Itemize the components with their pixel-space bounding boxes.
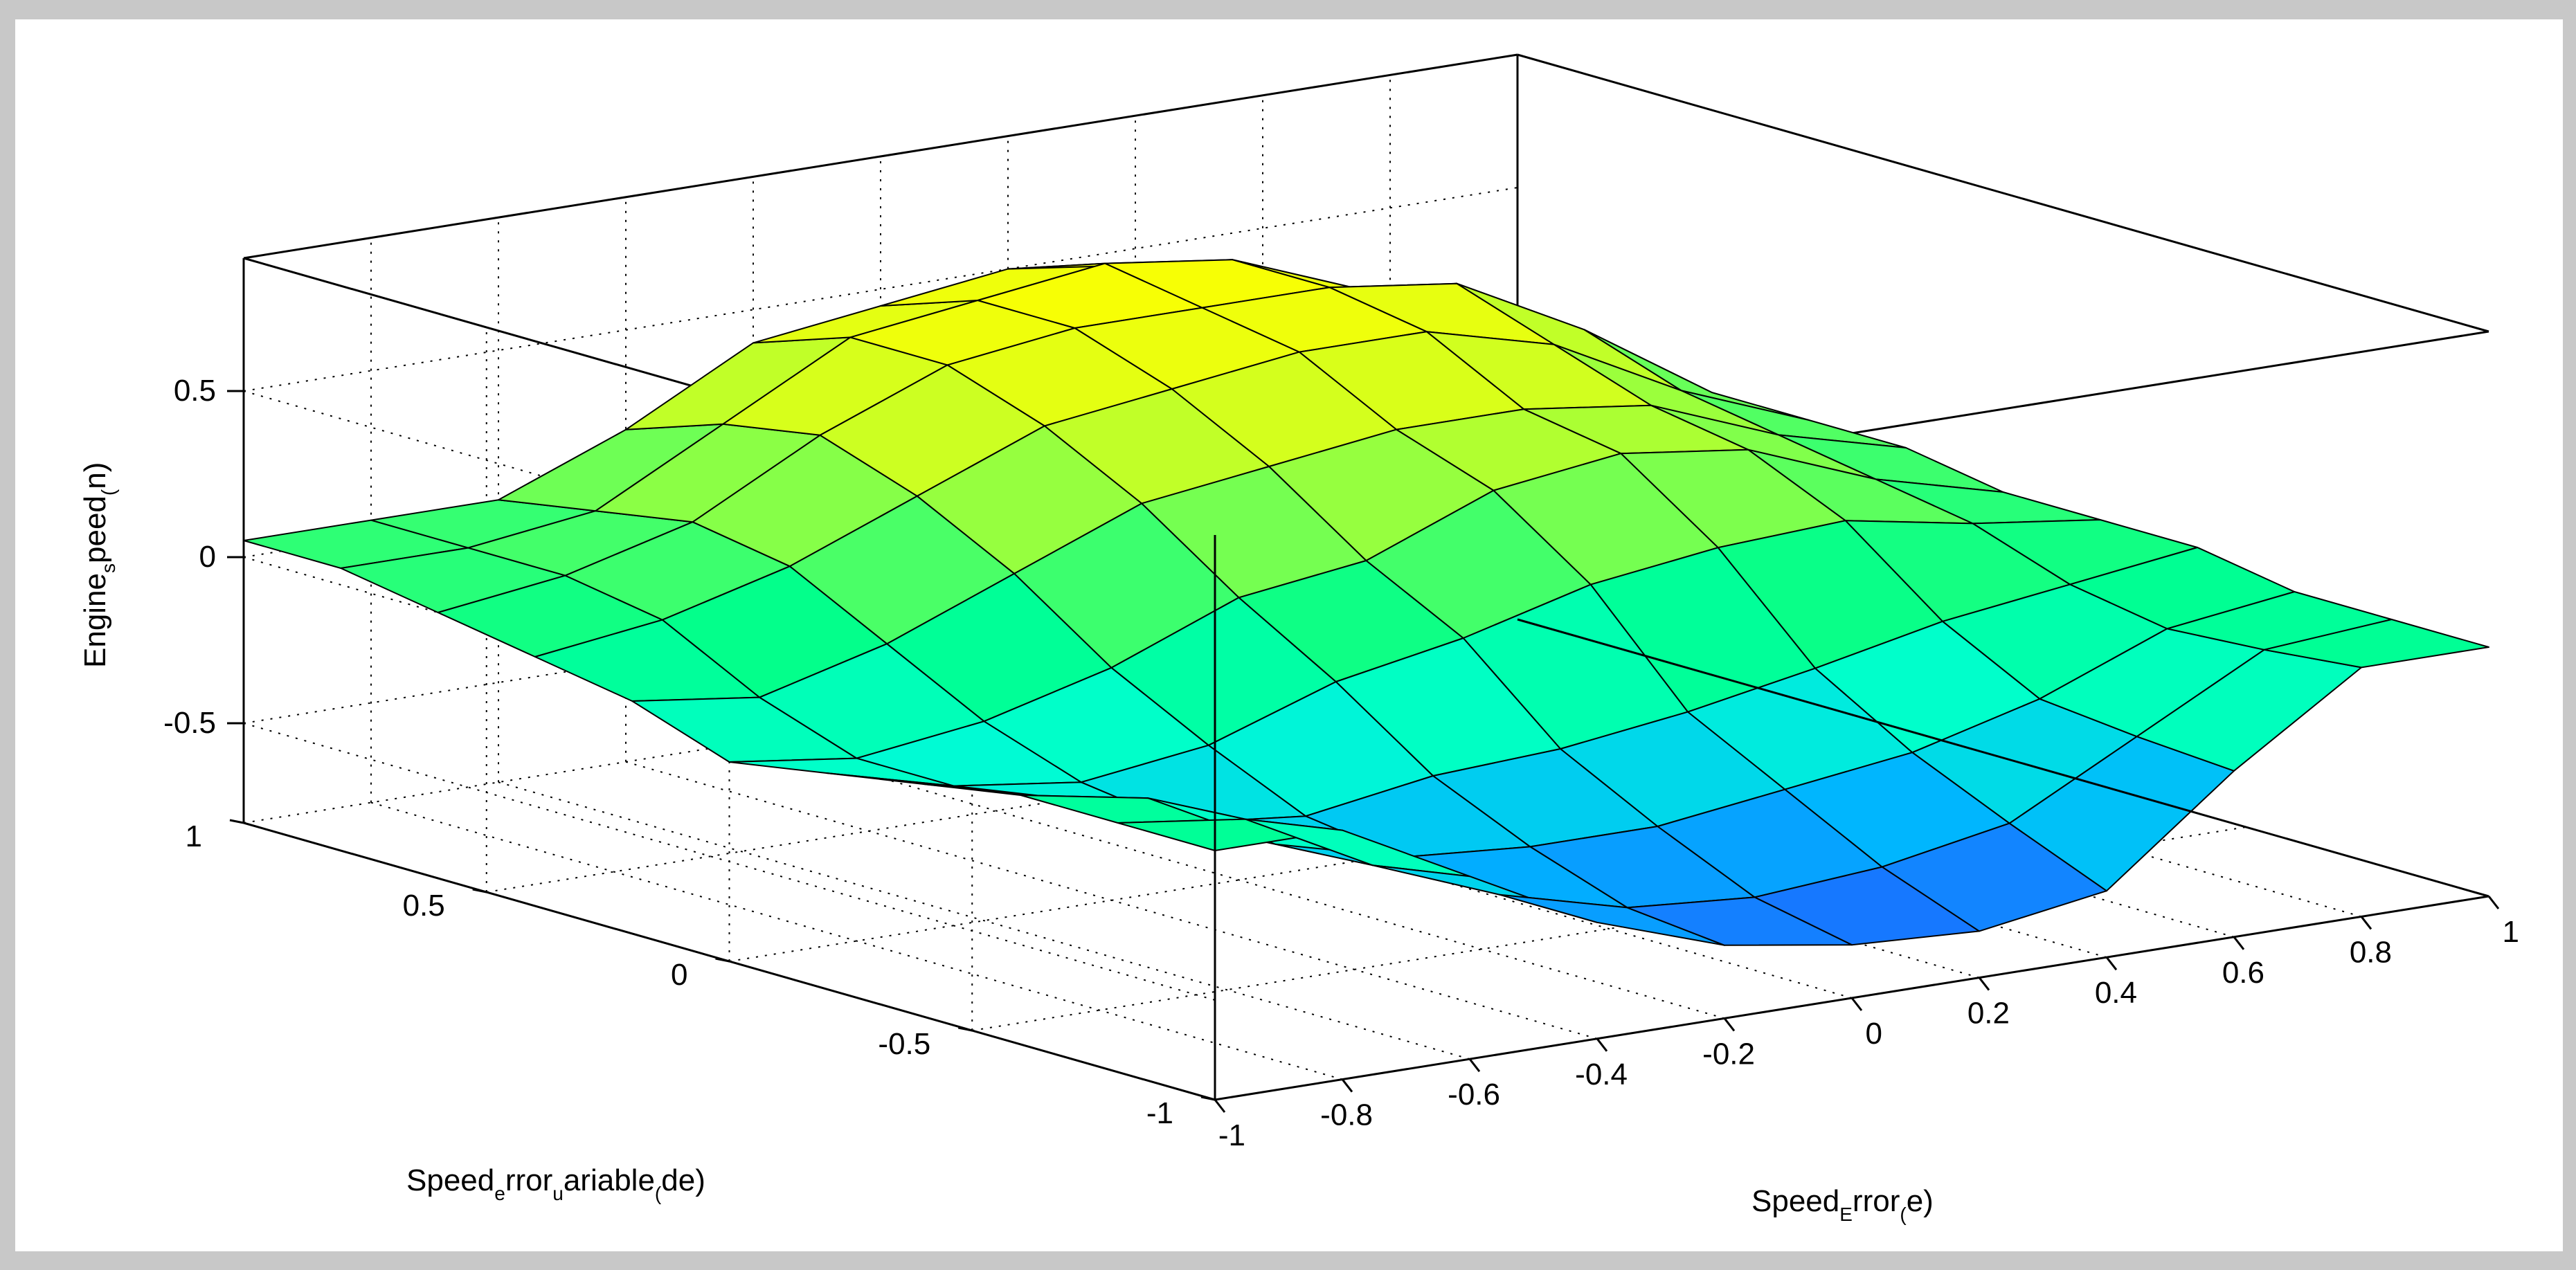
x-tick-mark (2360, 916, 2372, 930)
x-axis-title-part: rror (1853, 1184, 1900, 1218)
x-tick-mark (1723, 1017, 1736, 1032)
y-axis-title: Speederroruariable(de) (406, 1163, 705, 1204)
box-edge (1517, 618, 2489, 898)
x-axis-title-part: E (1839, 1204, 1853, 1225)
y-tick-label: -0.5 (878, 1027, 930, 1061)
y-axis-title-part: rror (505, 1163, 552, 1197)
z-axis-title-part: peed (78, 496, 112, 563)
y-tick-label: 0.5 (403, 889, 445, 923)
x-tick-label: 0.2 (1967, 997, 2010, 1031)
surface-patch (2263, 619, 2489, 669)
x-tick-label: -1 (1218, 1118, 1245, 1152)
x-tick-label: 1 (2503, 915, 2519, 949)
floor-gridline-x (370, 801, 1343, 1080)
y-axis-title-part: Speed (406, 1163, 494, 1197)
y-tick-label: 0 (671, 958, 687, 992)
x-tick-mark (1341, 1078, 1353, 1093)
x-tick-mark (1214, 1099, 1226, 1113)
x-axis-title: SpeedError(e) (1751, 1184, 1934, 1225)
y-axis-title-part: e (494, 1183, 505, 1204)
x-tick-label: 0.6 (2222, 956, 2264, 990)
x-tick-mark (1850, 997, 1863, 1011)
x-tick-label: 0.8 (2350, 935, 2392, 969)
label-layer: -1 -0.8 -0.6 -0.4 -0.2 0 0.2 0.4 0.6 0.8 1 -1 -0.5 0 0… (78, 374, 2519, 1225)
x-tick-label: -0.8 (1320, 1098, 1373, 1132)
x-tick-label: -0.4 (1575, 1058, 1628, 1091)
y-axis-title-part: ariable (564, 1163, 655, 1197)
y-tick-mark (715, 957, 730, 963)
y-axis-title-part: de) (661, 1163, 705, 1197)
z-tick-label: -0.5 (163, 706, 216, 740)
z-tick-label: 0.5 (174, 374, 216, 408)
surface-mesh (243, 259, 2489, 946)
x-axis-title-part: e) (1907, 1184, 1934, 1218)
z-axis-title-part: n) (78, 462, 112, 489)
y-tick-mark (472, 888, 487, 893)
x-axis-title-part: ( (1900, 1204, 1907, 1225)
x-tick-label: 0 (1866, 1017, 1882, 1051)
z-axis-title: Enginespeed(n) (78, 462, 119, 668)
x-tick-mark (2487, 896, 2500, 909)
z-tick-label: 0 (199, 540, 216, 574)
y-tick-label: -1 (1146, 1096, 1173, 1130)
x-tick-label: 0.4 (2095, 976, 2137, 1010)
x-tick-mark (2233, 936, 2245, 950)
box-edge (243, 53, 1518, 260)
y-axis-title-part: ( (655, 1183, 662, 1204)
z-axis-title-part: Engine (78, 573, 112, 668)
y-tick-mark (957, 1026, 973, 1032)
x-tick-mark (2105, 956, 2118, 971)
floor-gridline-x (753, 741, 1725, 1019)
y-tick-mark (229, 819, 244, 824)
x-tick-mark (1978, 977, 1990, 991)
z-axis-title-part: s (98, 563, 119, 573)
y-tick-label: 1 (186, 819, 202, 853)
sidewall-gridline-z (243, 723, 1216, 1001)
x-axis-title-part: Speed (1751, 1184, 1839, 1218)
z-axis-title-part: ( (98, 489, 119, 496)
tick-layer (227, 390, 2500, 1113)
x-tick-label: -0.2 (1702, 1037, 1755, 1071)
box-edge (1517, 53, 2489, 333)
x-tick-mark (1596, 1037, 1608, 1052)
x-tick-mark (1468, 1058, 1481, 1073)
x-tick-label: -0.6 (1448, 1078, 1500, 1112)
floor-gridline-x (498, 781, 1470, 1060)
y-axis-title-part: u (552, 1183, 564, 1204)
y-tick-mark (1200, 1096, 1216, 1101)
